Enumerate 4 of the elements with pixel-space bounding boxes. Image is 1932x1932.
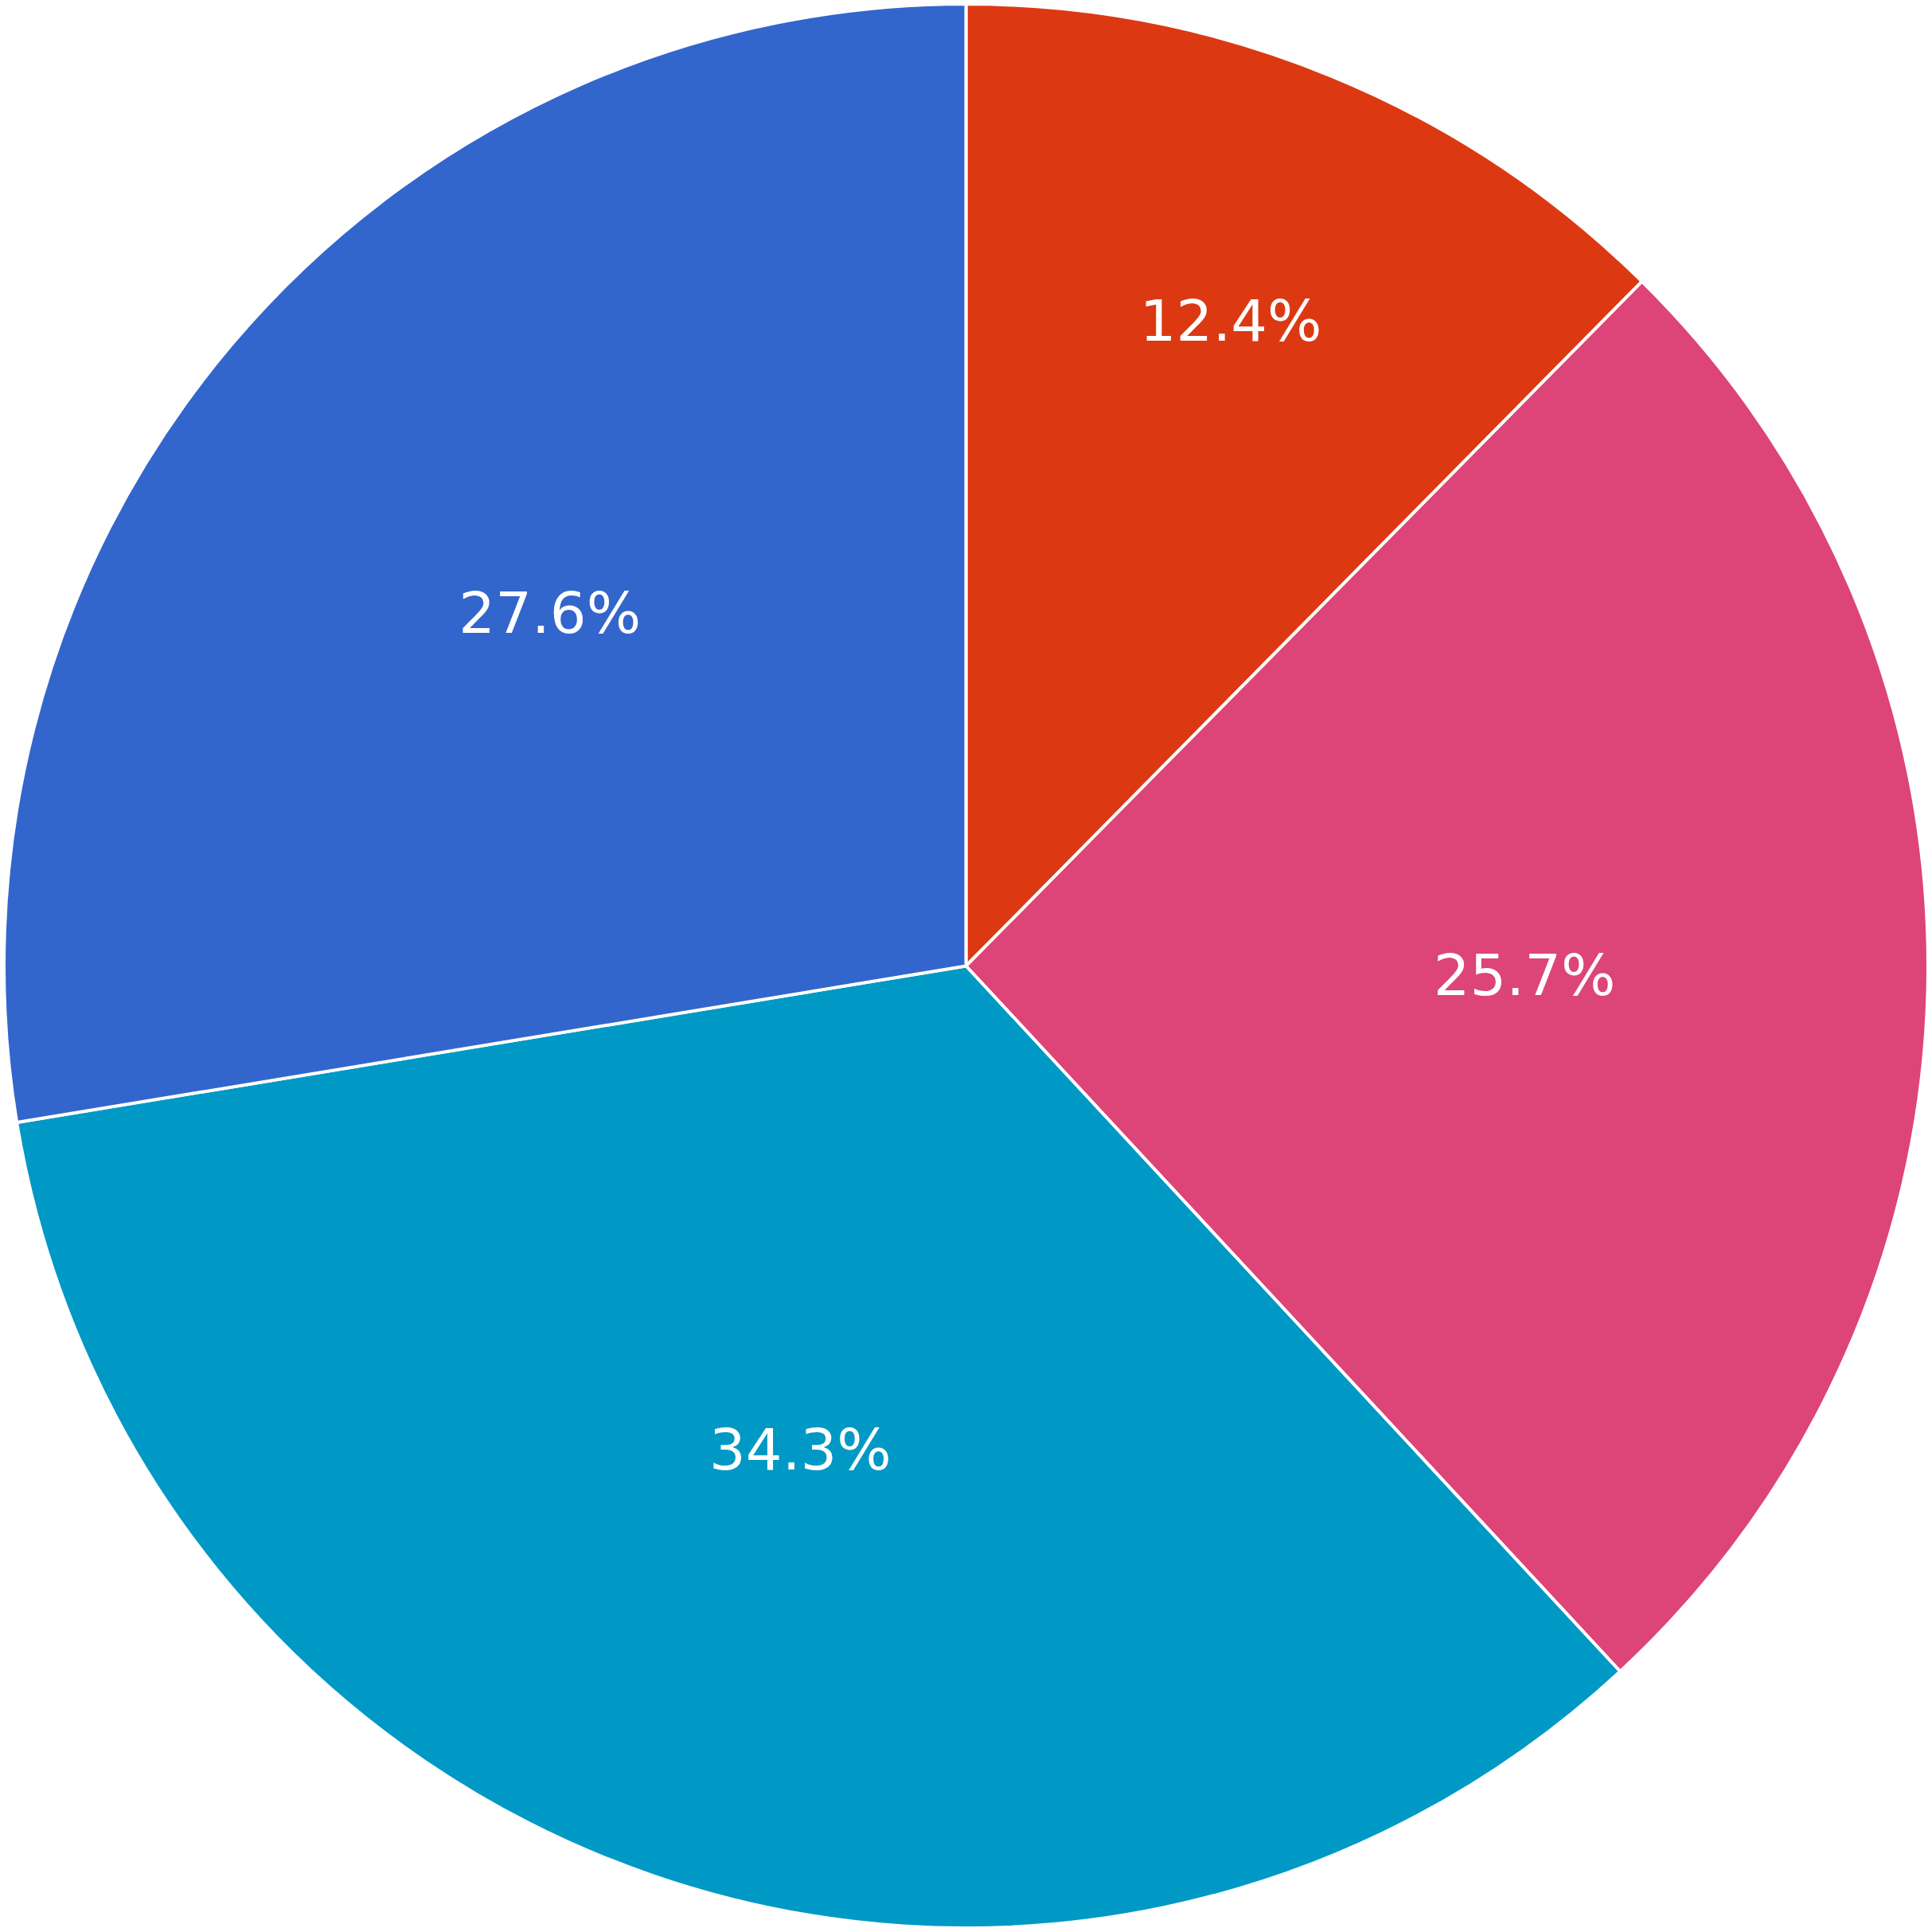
data-label: 12.4% (1139, 287, 1322, 355)
data-label: 25.7% (1433, 941, 1616, 1009)
data-label: 34.3% (709, 1416, 892, 1484)
data-label: 27.6% (459, 579, 642, 646)
